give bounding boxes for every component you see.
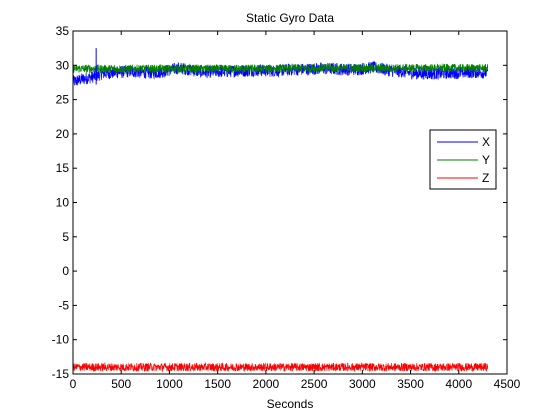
y-tick-label: 35 (56, 24, 70, 38)
x-tick-label: 3000 (349, 377, 376, 391)
y-tick-label: 5 (62, 230, 69, 244)
y-tick-label: 20 (56, 127, 70, 141)
chart-title: Static Gyro Data (246, 11, 334, 25)
x-tick-label: 2500 (301, 377, 328, 391)
series-layer (72, 48, 489, 373)
legend[interactable]: XYZ (429, 129, 497, 190)
y-tick-label: 10 (56, 196, 70, 210)
legend-label-z: Z (482, 171, 489, 185)
y-tick-label: 15 (56, 161, 70, 175)
x-tick-label: 1500 (204, 377, 231, 391)
y-tick-label: 0 (62, 264, 69, 278)
x-tick-label: 1000 (156, 377, 183, 391)
x-tick-label: 4500 (494, 377, 521, 391)
y-tick-label: 30 (56, 58, 70, 72)
y-axis: -15 -10 -5 0 5 10 15 20 25 30 35 (52, 24, 507, 381)
y-tick-label: -10 (52, 333, 70, 347)
x-tick-label: 0 (70, 377, 77, 391)
series-line-z (72, 361, 489, 373)
x-tick-label: 3500 (397, 377, 424, 391)
x-axis: 0 500 1000 1500 2000 2500 3000 3500 4000 4500 (70, 31, 521, 391)
x-tick-label: 4000 (445, 377, 472, 391)
y-tick-label: -15 (52, 367, 70, 381)
y-tick-label: -5 (58, 298, 69, 312)
legend-label-x: X (482, 135, 490, 149)
series-line-y (72, 63, 489, 75)
legend-label-y: Y (482, 153, 490, 167)
x-tick-label: 500 (111, 377, 131, 391)
x-tick-label: 2000 (253, 377, 280, 391)
y-tick-label: 25 (56, 93, 70, 107)
plot-area (73, 31, 507, 374)
x-axis-label: Seconds (267, 397, 314, 411)
